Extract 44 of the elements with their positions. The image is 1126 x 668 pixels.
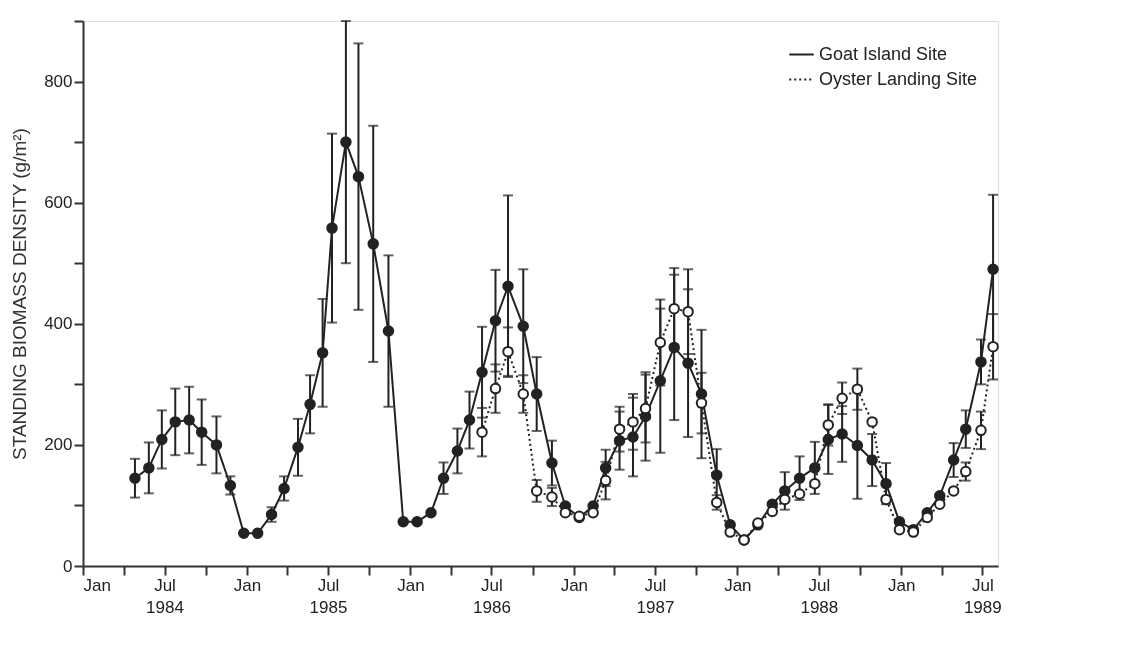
point: [809, 477, 821, 490]
y-tick-label: 800: [44, 72, 73, 92]
point: [668, 302, 680, 315]
point: [546, 491, 558, 503]
x-tick-label: Jan: [83, 575, 111, 595]
point: [793, 488, 806, 500]
point: [695, 397, 708, 409]
y-tick-label: 400: [44, 314, 73, 334]
y-tick-label: 600: [44, 193, 73, 213]
x-tick-label: Jan: [233, 575, 262, 595]
y-axis-title: STANDING BIOMASS DENSITY (g/m²): [9, 128, 31, 460]
x-tick-label: Jul 1984: [146, 575, 184, 617]
point: [654, 336, 667, 349]
x-tick-label: Jul 1985: [309, 575, 348, 617]
x-tick-label: Jul 1988: [800, 575, 839, 617]
point: [866, 416, 878, 428]
point: [517, 388, 529, 400]
point: [530, 485, 543, 497]
point: [836, 392, 848, 404]
point: [682, 305, 694, 318]
legend-label: Goat Island Site: [819, 43, 948, 64]
x-tick-label: Jul 1987: [636, 575, 675, 617]
point: [851, 383, 864, 395]
point: [489, 382, 502, 395]
x-tick-label: Jan: [560, 575, 589, 595]
point: [880, 493, 892, 506]
point: [502, 345, 514, 358]
point: [975, 424, 987, 437]
point: [822, 419, 834, 431]
point: [947, 485, 960, 497]
legend-label: Oyster Landing Site: [819, 68, 978, 89]
point: [613, 423, 626, 435]
x-tick-label: Jan: [397, 575, 425, 595]
point: [476, 426, 488, 438]
x-tick-label: Jan: [888, 575, 916, 595]
point: [960, 465, 972, 478]
point: [599, 474, 612, 487]
point: [987, 341, 999, 353]
x-tick-label: Jan: [724, 575, 752, 595]
y-tick-label: 0: [63, 556, 73, 576]
y-tick-label: 200: [44, 435, 73, 455]
x-tick-label: Jul 1986: [473, 575, 511, 617]
point: [627, 416, 639, 428]
x-tick-label: Jul 1989: [963, 575, 1002, 617]
